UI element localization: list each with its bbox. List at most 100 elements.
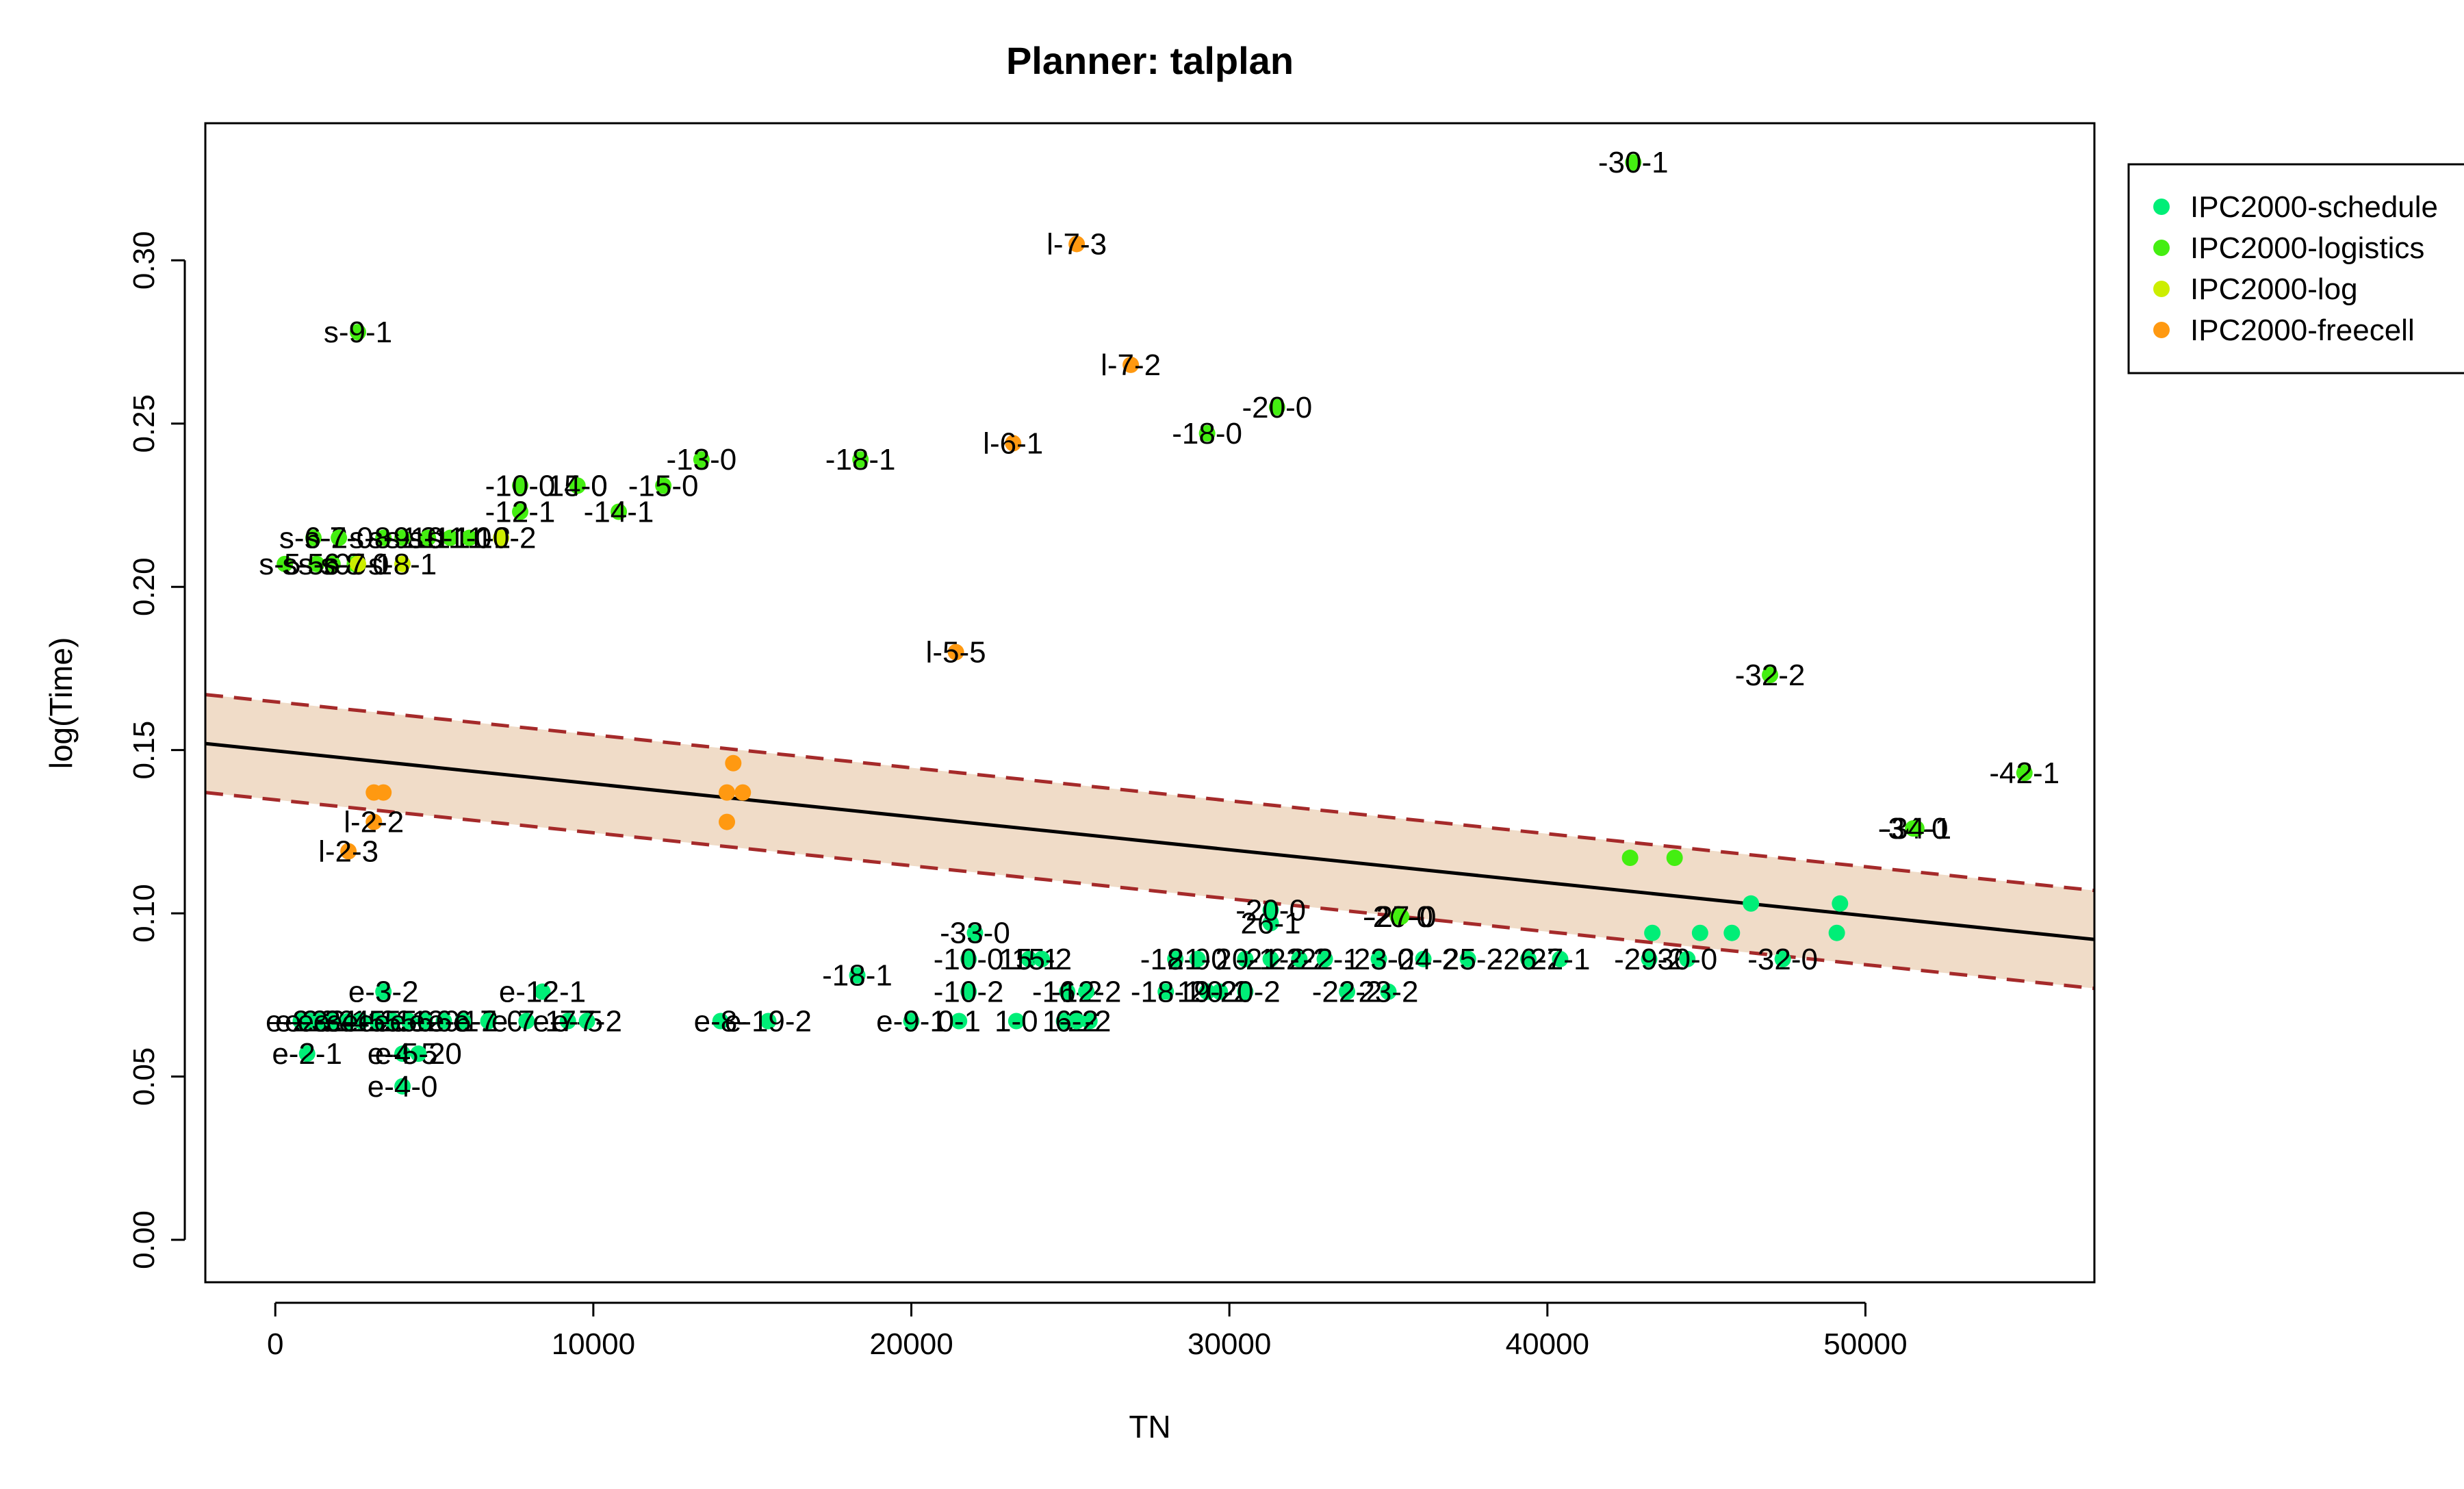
data-point — [960, 950, 977, 967]
point-label: l-5-5 — [926, 636, 986, 670]
data-point — [311, 1013, 329, 1030]
point-label: -34-1 — [1881, 812, 1951, 845]
data-point — [2016, 765, 2033, 782]
data-point — [1068, 1013, 1086, 1030]
data-point — [493, 529, 510, 546]
data-point — [441, 529, 459, 546]
point-label: 0-1 — [937, 1004, 981, 1038]
point-label: e-5-20 — [375, 1037, 462, 1071]
data-point — [1008, 1013, 1025, 1030]
data-point — [1621, 850, 1639, 867]
point-label: l-2-2 — [344, 806, 404, 839]
data-point — [534, 983, 551, 1000]
y-tick-label: 0.30 — [127, 231, 161, 290]
point-label: -32-0 — [1747, 943, 1818, 976]
data-point — [461, 529, 478, 546]
point-label: -25-2 — [1433, 943, 1503, 976]
point-label: s-7-1 — [324, 548, 392, 581]
data-point — [1743, 895, 1760, 912]
point-label: l-2-3 — [318, 835, 378, 868]
legend-box — [2127, 163, 2464, 374]
data-point — [1415, 950, 1432, 967]
data-point — [454, 1013, 472, 1030]
data-point — [1021, 950, 1038, 967]
point-label: 27-1 — [1530, 943, 1590, 976]
data-point — [611, 503, 628, 520]
point-label: -18-1 — [825, 443, 896, 476]
data-point — [394, 529, 411, 546]
series-IPC2000-schedule: e-2-1e-2-0e-2-2e-3-0e-3-1e-4-1e-4-2e-5-0… — [266, 893, 1849, 1104]
data-point — [1380, 983, 1397, 1000]
point-label: -10-0 — [485, 469, 556, 502]
data-point — [1723, 924, 1741, 941]
legend-entry: IPC2000-log — [2190, 272, 2358, 306]
regression-line — [205, 741, 2095, 941]
point-label: -32-2 — [1735, 659, 1806, 692]
point-label: -10-2 — [466, 522, 537, 555]
point-label: 15-2 — [1012, 943, 1072, 976]
data-point — [298, 1045, 316, 1062]
point-label: -14-1 — [584, 496, 654, 529]
data-point — [324, 1013, 341, 1030]
point-label: e-7-2 — [552, 1004, 622, 1038]
point-label: -10-0 — [934, 943, 1004, 976]
data-point — [394, 1078, 411, 1095]
chart-title: Planner: talplan — [1006, 39, 1294, 82]
point-label: -29-2 — [1614, 943, 1684, 976]
point-label: -22-2 — [1312, 976, 1383, 1009]
data-point — [1519, 950, 1537, 967]
data-point — [1237, 983, 1254, 1000]
data-point — [385, 1013, 402, 1030]
point-label: -15-0 — [628, 469, 699, 502]
data-point — [512, 503, 528, 520]
data-point — [1034, 950, 1051, 967]
data-point — [331, 529, 348, 546]
point-label: -27-0 — [1366, 900, 1437, 934]
plot-frame — [204, 122, 2096, 1284]
data-point — [725, 754, 742, 772]
data-point — [1908, 820, 1925, 837]
data-point — [352, 1013, 370, 1030]
data-point — [1679, 950, 1696, 967]
x-tick-label: 40000 — [1506, 1327, 1589, 1361]
upper-bound-line — [205, 693, 2095, 893]
point-label: -13-0 — [666, 443, 736, 476]
data-point — [693, 451, 710, 468]
data-point — [512, 477, 528, 494]
data-point — [719, 784, 736, 801]
point-label: -42-1 — [1989, 756, 2059, 790]
data-point — [350, 555, 367, 572]
legend-marker — [2153, 322, 2170, 338]
point-label: 1-0 — [994, 1004, 1038, 1038]
data-point — [849, 967, 866, 984]
data-point — [305, 529, 322, 546]
data-point — [277, 555, 294, 572]
point-label: l-6-1 — [983, 427, 1043, 460]
x-axis-title: TN — [1129, 1409, 1170, 1445]
data-point — [1122, 356, 1140, 373]
data-point — [1005, 435, 1022, 452]
point-label: -24-2 — [1388, 943, 1459, 976]
data-point — [518, 1013, 535, 1030]
legend-marker — [2153, 281, 2170, 297]
data-point — [569, 477, 586, 494]
point-label: e-7-0 — [453, 1004, 524, 1038]
legend: IPC2000-schedule IPC2000-logistics IPC2000… — [2127, 163, 2464, 374]
data-point — [375, 529, 392, 546]
point-label: s-8-1 — [368, 548, 437, 581]
plot-area: e-2-1e-2-0e-2-2e-3-0e-3-1e-4-1e-4-2e-5-0… — [127, 122, 2096, 1361]
point-label: s-5- — [259, 548, 311, 581]
data-point — [960, 983, 977, 1000]
point-label: -20-0 — [1242, 391, 1312, 424]
y-tick-label: 0.20 — [127, 557, 161, 616]
data-point — [1644, 924, 1661, 941]
data-point — [719, 813, 736, 830]
data-point — [1211, 983, 1229, 1000]
data-point — [480, 1013, 497, 1030]
data-point — [1081, 1013, 1098, 1030]
data-point — [1316, 950, 1333, 967]
data-point — [951, 1013, 968, 1030]
series-IPC2000-freecell: l-7-3 l-7-2 l-6-1 l-5-5 l-2-2l-2-3 — [318, 227, 1161, 868]
